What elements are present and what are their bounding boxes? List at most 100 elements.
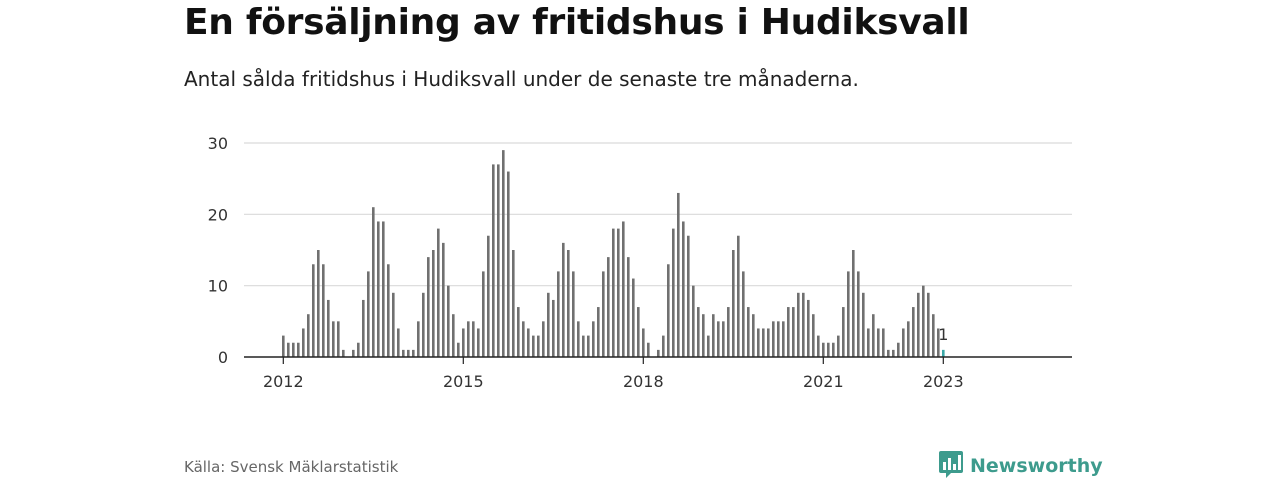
bar <box>537 335 540 357</box>
bar <box>857 271 860 357</box>
bar <box>407 349 410 357</box>
bar <box>402 349 405 357</box>
highlight-value-label: 1 <box>938 325 948 344</box>
bar <box>287 342 290 357</box>
bar <box>817 335 820 357</box>
bar <box>302 328 305 357</box>
bar <box>697 307 700 357</box>
bar <box>397 328 400 357</box>
bar <box>567 250 570 357</box>
bar <box>937 328 940 357</box>
bar <box>767 328 770 357</box>
brand-logo[interactable]: Newsworthy <box>938 449 1103 483</box>
bar <box>642 328 645 357</box>
bar <box>827 342 830 357</box>
bar <box>352 349 355 357</box>
bar <box>672 228 675 357</box>
bar <box>727 307 730 357</box>
bar <box>772 321 775 357</box>
bar <box>757 328 760 357</box>
bar <box>907 321 910 357</box>
bar <box>597 307 600 357</box>
bar <box>807 299 810 357</box>
bar <box>722 321 725 357</box>
chart-subtitle: Antal sålda fritidshus i Hudiksvall unde… <box>184 67 859 91</box>
bar <box>317 250 320 357</box>
bar <box>787 307 790 357</box>
bar <box>442 242 445 357</box>
bar <box>427 257 430 357</box>
bar <box>732 250 735 357</box>
bar <box>782 321 785 357</box>
bar <box>422 292 425 357</box>
bar <box>552 299 555 357</box>
bar <box>477 328 480 357</box>
bar <box>932 314 935 357</box>
bar <box>387 264 390 357</box>
bar <box>887 349 890 357</box>
bar <box>502 150 505 357</box>
bar <box>447 285 450 357</box>
bar <box>747 307 750 357</box>
bar <box>547 292 550 357</box>
bar <box>877 328 880 357</box>
bar <box>507 171 510 357</box>
bar <box>282 335 285 357</box>
bar <box>847 271 850 357</box>
bar <box>622 221 625 357</box>
bar <box>677 192 680 357</box>
bar <box>602 271 605 357</box>
bar <box>792 307 795 357</box>
bar <box>587 335 590 357</box>
bar <box>777 321 780 357</box>
bar <box>462 328 465 357</box>
bar <box>742 271 745 357</box>
brand-name: Newsworthy <box>970 455 1103 477</box>
x-tick-label: 2012 <box>263 372 304 391</box>
bar <box>362 299 365 357</box>
bar <box>682 221 685 357</box>
bar <box>842 307 845 357</box>
bar <box>412 349 415 357</box>
bar <box>917 292 920 357</box>
y-tick-label: 20 <box>208 205 228 224</box>
bar <box>572 271 575 357</box>
bar <box>692 285 695 357</box>
bar <box>627 257 630 357</box>
bar <box>647 342 650 357</box>
bar <box>472 321 475 357</box>
bar <box>297 342 300 357</box>
bar <box>482 271 485 357</box>
bar <box>562 242 565 357</box>
bar <box>802 292 805 357</box>
x-tick-label: 2018 <box>623 372 664 391</box>
bar <box>712 314 715 357</box>
y-tick-label: 30 <box>208 134 228 153</box>
bar <box>382 221 385 357</box>
bar <box>582 335 585 357</box>
bar <box>367 271 370 357</box>
bar <box>592 321 595 357</box>
bar <box>492 164 495 357</box>
bar <box>292 342 295 357</box>
bar <box>337 321 340 357</box>
bar <box>512 250 515 357</box>
bar <box>307 314 310 357</box>
chart-title: En försäljning av fritidshus i Hudiksval… <box>184 2 970 43</box>
bar <box>617 228 620 357</box>
bar <box>327 299 330 357</box>
bar <box>687 235 690 357</box>
bar <box>922 285 925 357</box>
bar <box>522 321 525 357</box>
bar <box>432 250 435 357</box>
bar <box>517 307 520 357</box>
bar <box>822 342 825 357</box>
bar <box>467 321 470 357</box>
bar <box>357 342 360 357</box>
bar <box>607 257 610 357</box>
bar <box>377 221 380 357</box>
bar <box>702 314 705 357</box>
bar <box>312 264 315 357</box>
bar <box>717 321 720 357</box>
bar <box>417 321 420 357</box>
